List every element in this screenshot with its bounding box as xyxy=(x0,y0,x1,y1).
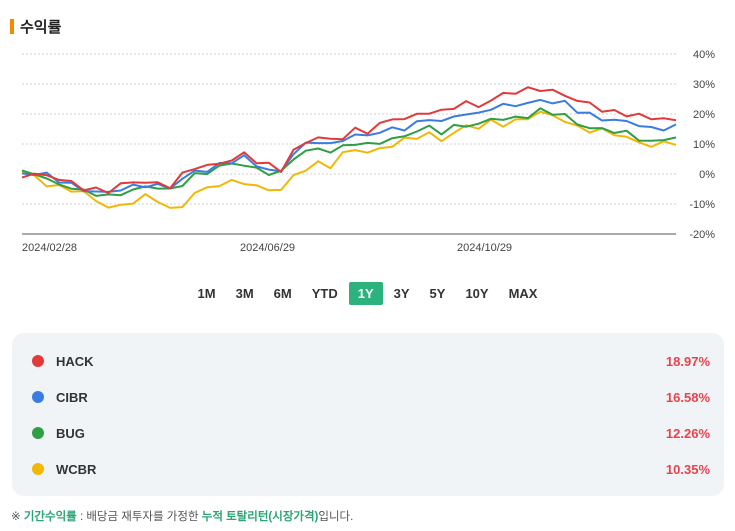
legend-ticker: WCBR xyxy=(56,461,97,477)
y-tick-label: 40% xyxy=(693,49,715,61)
range-button-1m[interactable]: 1M xyxy=(197,286,216,301)
series-line-hack xyxy=(21,86,677,194)
series-line-bug xyxy=(21,107,677,197)
legend-dot-icon xyxy=(32,355,44,367)
y-tick-label: -10% xyxy=(689,199,715,211)
range-button-1y[interactable]: 1Y xyxy=(348,282,383,305)
range-button-3y[interactable]: 3Y xyxy=(393,286,410,301)
legend-ticker: CIBR xyxy=(56,389,88,405)
range-button-max[interactable]: MAX xyxy=(508,286,538,301)
range-selector: 1M 3M 6M YTD 1Y 3Y 5Y 10Y MAX xyxy=(0,282,735,305)
returns-chart: 40% 30% 20% 10% 0% -10% -20% 2024/02/28 2024/06/… xyxy=(21,49,715,254)
legend-return-value: 18.97% xyxy=(665,353,710,369)
section-title: 수익률 xyxy=(20,19,62,36)
y-tick-label: -20% xyxy=(689,229,715,241)
legend-return-value: 10.35% xyxy=(665,461,710,477)
y-tick-label: 30% xyxy=(693,79,715,91)
series-line-cibr xyxy=(21,98,677,193)
x-tick-label: 2024/06/29 xyxy=(240,242,295,254)
title-accent-bar xyxy=(10,19,14,34)
range-button-6m[interactable]: 6M xyxy=(273,286,292,301)
range-button-ytd[interactable]: YTD xyxy=(311,286,338,301)
legend-row-bug: BUG 12.26% xyxy=(32,415,710,451)
legend-dot-icon xyxy=(32,391,44,403)
legend-row-wcbr: WCBR 10.35% xyxy=(32,451,710,487)
x-tick-label: 2024/02/28 xyxy=(22,242,77,254)
section-header: 수익률 xyxy=(10,16,61,37)
range-button-3m[interactable]: 3M xyxy=(235,286,254,301)
footnote: ※ 기간수익률 : 배당금 재투자를 가정한 누적 토탈리턴(시장가격)입니다. xyxy=(11,508,353,524)
legend-ticker: HACK xyxy=(56,353,94,369)
legend-return-value: 16.58% xyxy=(665,389,710,405)
legend-row-cibr: CIBR 16.58% xyxy=(32,379,710,415)
legend-panel: HACK 18.97% CIBR 16.58% BUG 12.26% WCBR 10.35% xyxy=(12,333,724,496)
x-tick-label: 2024/10/29 xyxy=(457,242,512,254)
legend-dot-icon xyxy=(32,427,44,439)
y-tick-label: 20% xyxy=(693,109,715,121)
footnote-prefix: ※ xyxy=(11,511,24,523)
legend-dot-icon xyxy=(32,463,44,475)
legend-return-value: 12.26% xyxy=(665,425,710,441)
footnote-middle: : 배당금 재투자를 가정한 xyxy=(76,511,202,523)
y-tick-label: 10% xyxy=(693,139,715,151)
footnote-suffix: 입니다. xyxy=(318,511,354,523)
range-button-5y[interactable]: 5Y xyxy=(429,286,446,301)
legend-ticker: BUG xyxy=(56,425,85,441)
series-line-wcbr xyxy=(21,110,677,209)
footnote-term: 기간수익률 xyxy=(23,511,77,523)
legend-row-hack: HACK 18.97% xyxy=(32,343,710,379)
y-tick-label: 0% xyxy=(699,169,715,181)
footnote-highlight: 누적 토탈리턴(시장가격) xyxy=(201,511,319,523)
range-button-10y[interactable]: 10Y xyxy=(465,286,489,301)
